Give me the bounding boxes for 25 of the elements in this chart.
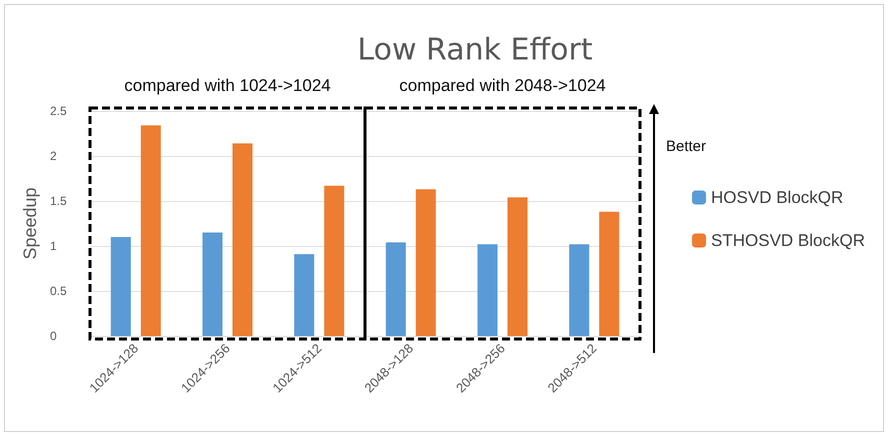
bar [232,143,252,336]
text: Better [666,138,706,155]
legend-label: STHOSVD BlockQR [711,231,866,250]
legend-label: HOSVD BlockQR [711,188,844,207]
y-tick-label: 1.5 [50,194,68,208]
bar [478,244,498,336]
bar [569,244,590,336]
y-axis-title: Speedup [20,187,40,260]
y-tick-label: 2 [50,149,57,163]
chart-title: Low Rank Effort [357,32,593,68]
y-tick-label: 2.5 [50,104,68,118]
bar [386,242,406,336]
text: compared with 1024->1024 [124,76,331,96]
bar [140,125,161,336]
bar [324,186,344,336]
bar [202,232,222,336]
y-tick-label: 1 [50,239,57,253]
bar [508,197,528,336]
bar [416,189,436,336]
y-tick-label: 0.5 [50,284,68,298]
bar [599,212,620,336]
bar [294,254,314,336]
text: compared with 2048->1024 [399,76,606,96]
y-tick-label: 0 [50,329,57,343]
bar [110,237,131,336]
